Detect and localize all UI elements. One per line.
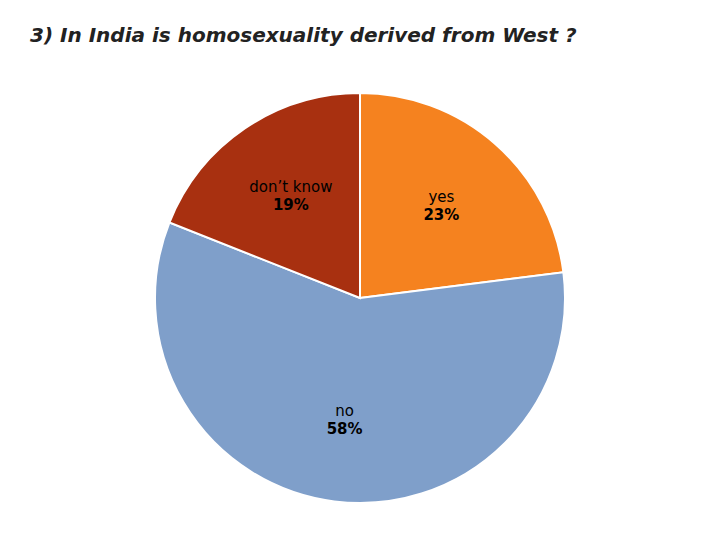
title: 3) In India is homosexuality derived fro… bbox=[30, 23, 577, 47]
category-label: yes bbox=[428, 188, 454, 206]
value-label: 19% bbox=[273, 196, 309, 214]
chart-svg: 3) In India is homosexuality derived fro… bbox=[0, 0, 720, 540]
pie-slice bbox=[360, 93, 563, 298]
slice-label: don’t know19% bbox=[249, 178, 332, 214]
chart-container: 3) In India is homosexuality derived fro… bbox=[0, 0, 720, 540]
value-label: 58% bbox=[327, 420, 363, 438]
slice-label: no58% bbox=[327, 402, 363, 438]
category-label: no bbox=[335, 402, 354, 420]
slice-label: yes23% bbox=[423, 188, 459, 224]
value-label: 23% bbox=[423, 206, 459, 224]
slice-labels: yes23% no58% don’t know19% bbox=[249, 178, 459, 438]
category-label: don’t know bbox=[249, 178, 332, 196]
pie-slice bbox=[169, 93, 360, 298]
slices bbox=[155, 93, 565, 503]
